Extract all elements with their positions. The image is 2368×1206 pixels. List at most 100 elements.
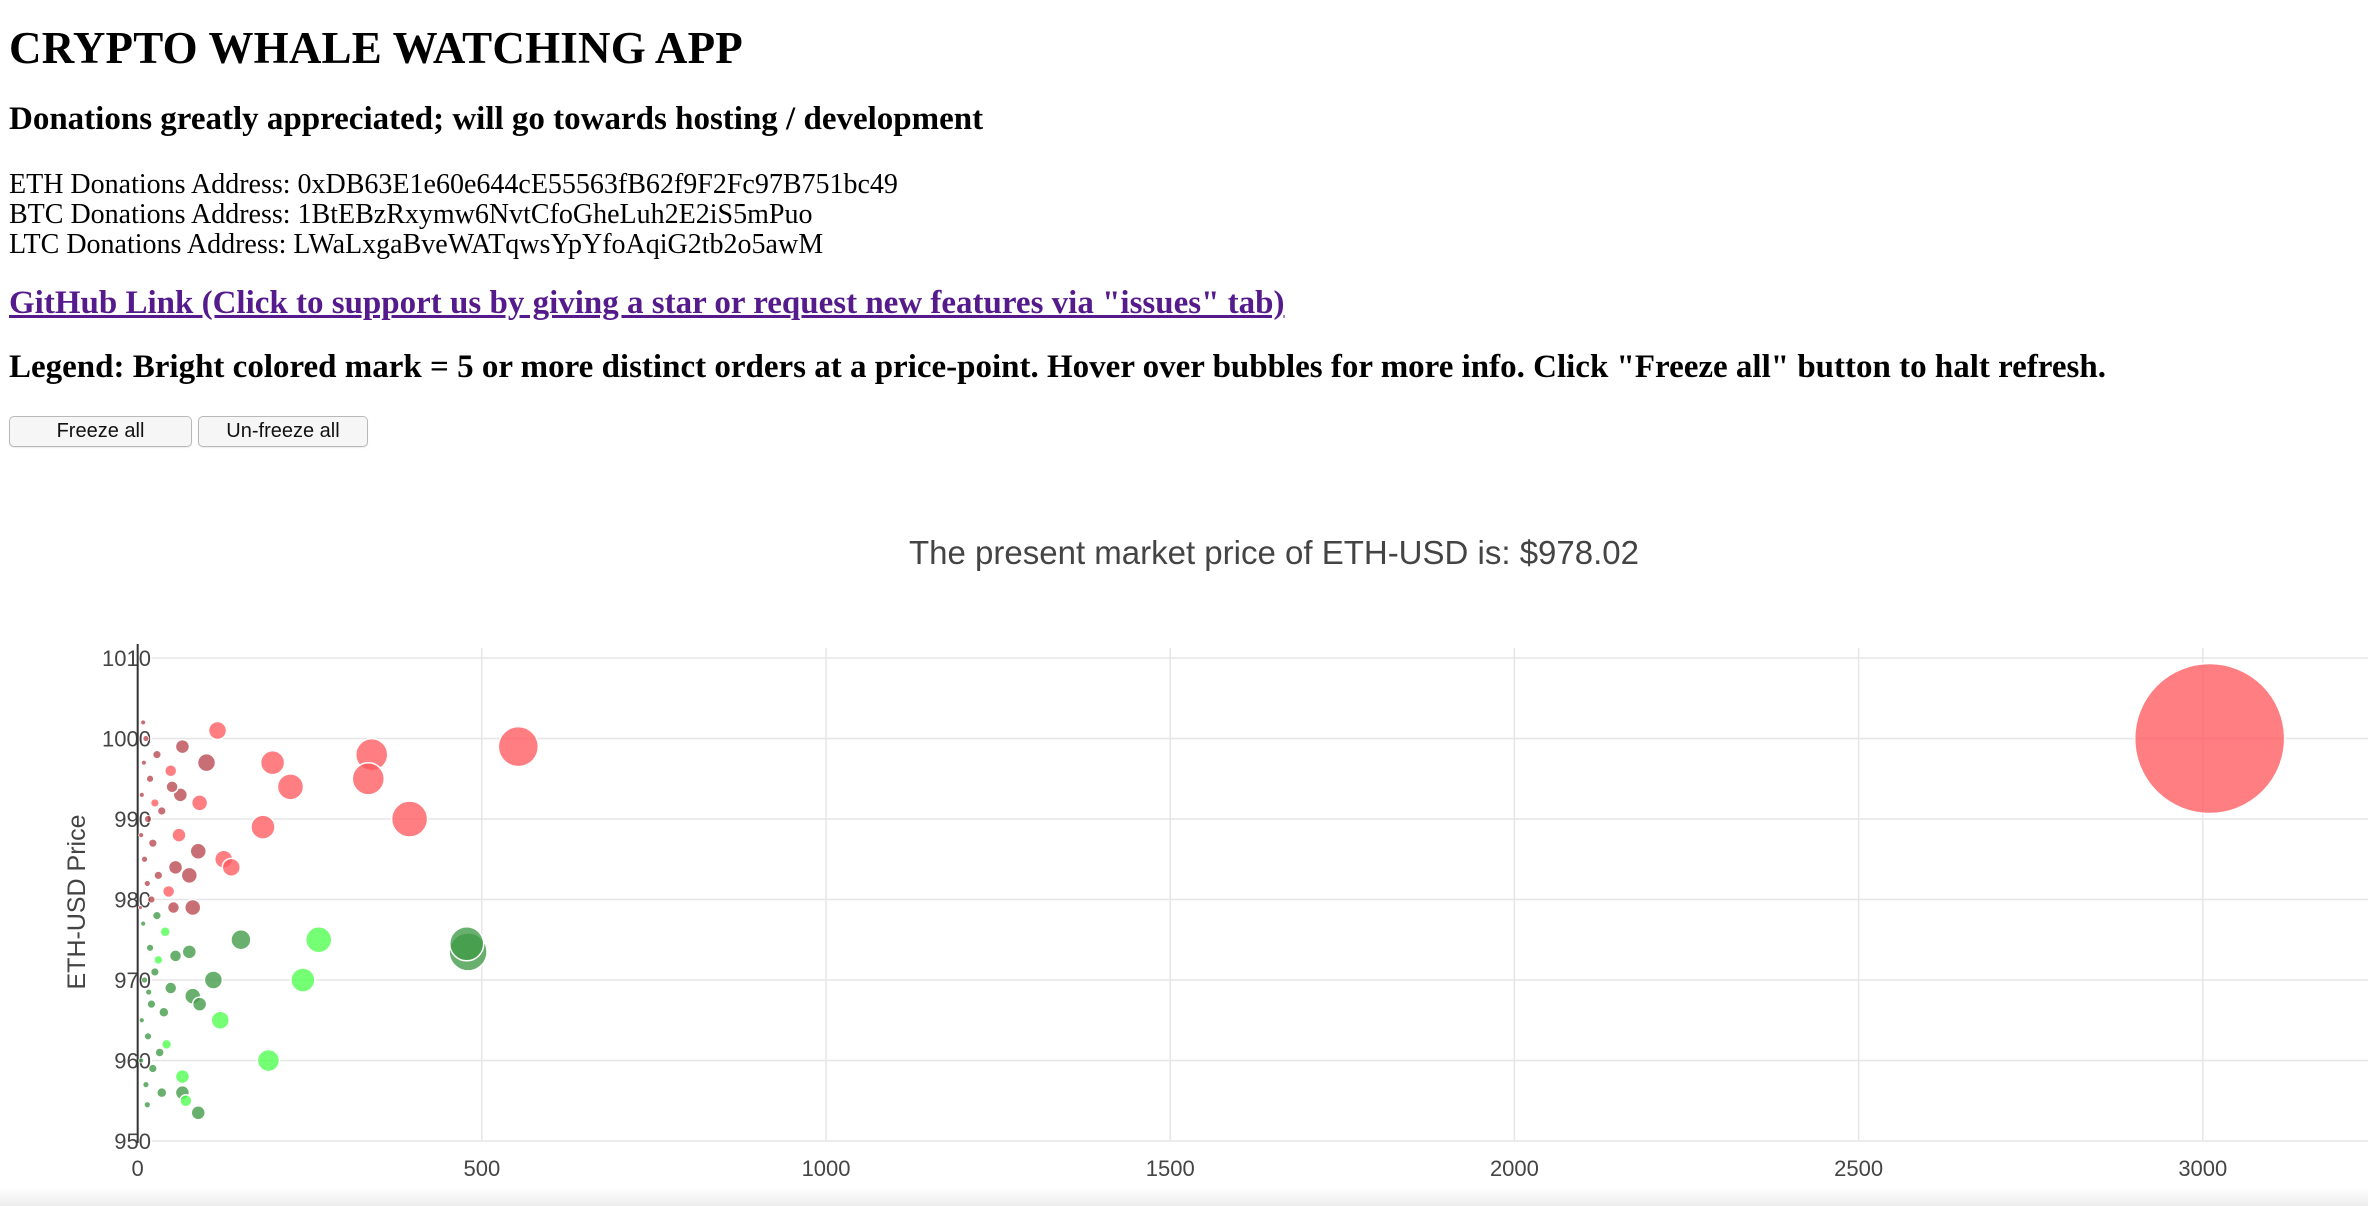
grid-lines — [152, 648, 2368, 1142]
github-link[interactable]: GitHub Link (Click to support us by givi… — [9, 285, 1285, 321]
bid-bubble[interactable] — [156, 1086, 168, 1099]
ask-bubble[interactable] — [276, 773, 305, 801]
ask-bubble[interactable] — [157, 806, 167, 816]
ask-bubble[interactable] — [150, 798, 160, 808]
bid-bubble[interactable] — [138, 1017, 145, 1024]
ask-bubble[interactable] — [153, 870, 163, 880]
bottom-scroll-shade — [0, 1188, 2368, 1206]
ask-bubble[interactable] — [196, 752, 217, 773]
ask-bubble[interactable] — [147, 895, 156, 904]
bid-bubble[interactable] — [210, 1010, 231, 1030]
ask-bubble[interactable] — [141, 855, 148, 863]
donation-addresses: ETH Donations Address: 0xDB63E1e60e644cE… — [9, 170, 2349, 260]
bid-bubble[interactable] — [448, 926, 485, 962]
bid-bubble[interactable] — [168, 949, 183, 963]
y-tick-label: 980 — [114, 888, 151, 913]
bid-bubble[interactable] — [160, 1038, 173, 1051]
y-axis-label: ETH-USD Price — [63, 814, 91, 989]
bid-bubble[interactable] — [147, 999, 156, 1009]
x-tick-label: 2000 — [1490, 1156, 1539, 1181]
x-tick-label: 0 — [132, 1156, 144, 1181]
bid-bubble[interactable] — [181, 944, 198, 960]
ask-bubble[interactable] — [190, 794, 209, 812]
bid-bubble[interactable] — [179, 1093, 193, 1108]
x-tick-label: 1500 — [1146, 1156, 1195, 1181]
bid-bubble[interactable] — [203, 970, 224, 990]
chart-title: The present market price of ETH-USD is: … — [909, 534, 1639, 571]
bid-bubble[interactable] — [191, 996, 208, 1012]
freeze-all-button[interactable]: Freeze all — [9, 416, 192, 447]
unfreeze-all-button[interactable]: Un-freeze all — [198, 416, 368, 447]
ask-bubble[interactable] — [140, 759, 147, 766]
ask-bubble[interactable] — [189, 842, 208, 860]
x-tick-label: 1000 — [802, 1156, 851, 1181]
ask-bubble[interactable] — [142, 735, 150, 742]
eth-address: ETH Donations Address: 0xDB63E1e60e644cE… — [9, 169, 898, 200]
bid-bubble[interactable] — [158, 1006, 170, 1018]
ask-bubble[interactable] — [143, 880, 151, 887]
y-tick-label: 1010 — [102, 646, 151, 671]
ask-bubble[interactable] — [351, 762, 386, 796]
ask-bubble[interactable] — [171, 827, 187, 843]
x-tick-label: 2500 — [1834, 1156, 1883, 1181]
bid-bubble[interactable] — [148, 1064, 158, 1073]
y-tick-label: 960 — [114, 1048, 151, 1073]
donations-heading: Donations greatly appreciated; will go t… — [9, 101, 984, 137]
ask-bubble[interactable] — [144, 815, 152, 823]
ask-bubble[interactable] — [221, 857, 242, 878]
bid-bubble[interactable] — [256, 1048, 281, 1073]
bid-series — [138, 911, 488, 1121]
ask-bubble[interactable] — [390, 800, 429, 838]
ask-bubble[interactable] — [180, 866, 199, 885]
bid-bubble[interactable] — [143, 1101, 151, 1109]
ask-bubble[interactable] — [2133, 662, 2286, 815]
bid-bubble[interactable] — [153, 954, 164, 966]
ask-series — [138, 662, 2286, 917]
bid-bubble[interactable] — [144, 1032, 152, 1041]
ask-bubble[interactable] — [163, 763, 178, 778]
ask-bubble[interactable] — [497, 725, 540, 768]
ask-bubble[interactable] — [146, 774, 154, 783]
bid-bubble[interactable] — [142, 1081, 150, 1089]
legend-text: Legend: Bright colored mark = 5 or more … — [9, 349, 2106, 385]
bid-bubble[interactable] — [290, 967, 316, 993]
bid-bubble[interactable] — [150, 967, 160, 977]
ask-bubble[interactable] — [207, 720, 228, 741]
ask-bubble[interactable] — [138, 905, 143, 910]
y-tick-label: 950 — [114, 1129, 151, 1154]
bid-bubble[interactable] — [159, 925, 171, 938]
ask-bubble[interactable] — [152, 750, 162, 760]
btc-address: BTC Donations Address: 1BtEBzRxymw6NvtCf… — [9, 199, 813, 230]
ask-bubble[interactable] — [183, 898, 202, 917]
ask-bubble[interactable] — [138, 832, 145, 839]
button-row: Freeze all Un-freeze all — [9, 416, 2349, 447]
bid-bubble[interactable] — [145, 988, 153, 996]
ask-bubble[interactable] — [165, 780, 179, 794]
ask-bubble[interactable] — [167, 859, 184, 876]
bid-bubble[interactable] — [146, 943, 154, 952]
x-tick-label: 3000 — [2178, 1156, 2227, 1181]
bid-bubble[interactable] — [140, 920, 147, 927]
bid-bubble[interactable] — [141, 976, 148, 984]
ask-bubble[interactable] — [161, 884, 176, 899]
bid-bubble[interactable] — [152, 911, 162, 921]
ask-bubble[interactable] — [250, 814, 276, 840]
bid-bubble[interactable] — [230, 929, 252, 951]
bid-bubble[interactable] — [154, 1047, 165, 1058]
bid-bubble[interactable] — [138, 1057, 145, 1064]
ask-bubble[interactable] — [138, 791, 145, 798]
ask-bubble[interactable] — [148, 838, 158, 848]
bid-bubble[interactable] — [190, 1105, 207, 1121]
ltc-address: LTC Donations Address: LWaLxgaBveWATqwsY… — [9, 229, 824, 260]
x-tick-label: 500 — [464, 1156, 501, 1181]
page-title: CRYPTO WHALE WATCHING APP — [9, 23, 743, 73]
ask-bubble[interactable] — [140, 719, 147, 726]
ask-bubble[interactable] — [166, 900, 181, 915]
bid-bubble[interactable] — [304, 926, 333, 954]
bid-bubble[interactable] — [163, 981, 178, 995]
ask-bubble[interactable] — [259, 749, 286, 776]
ask-bubble[interactable] — [174, 738, 191, 755]
bid-bubble[interactable] — [174, 1068, 191, 1085]
